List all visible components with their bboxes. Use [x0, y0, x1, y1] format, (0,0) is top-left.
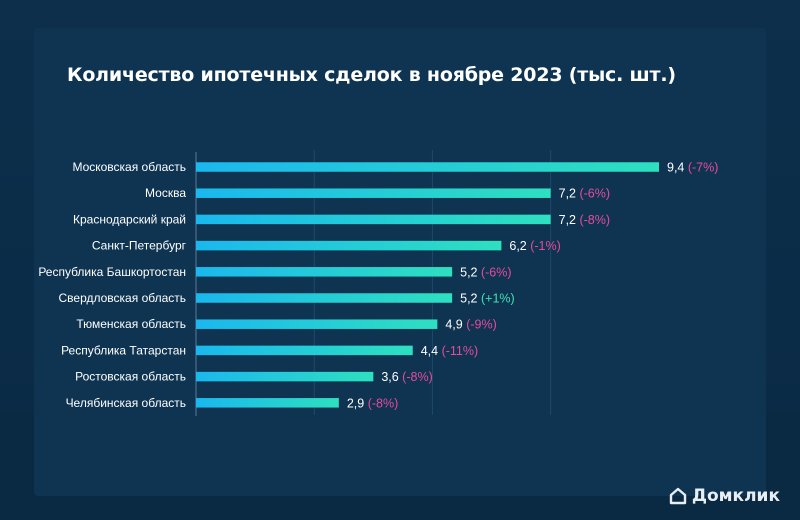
bar — [196, 162, 659, 172]
category-label: Краснодарский край — [73, 212, 186, 226]
change-label: (-11%) — [442, 344, 479, 358]
data-label: 5,2 (+1%) — [460, 292, 515, 306]
change-label: (-7%) — [688, 161, 719, 175]
bar — [196, 240, 502, 251]
change-label: (-8%) — [402, 370, 433, 384]
category-label: Санкт-Петербург — [92, 239, 187, 253]
change-label: (-8%) — [579, 213, 610, 227]
data-label: 7,2 (-8%) — [559, 213, 610, 227]
chart-title: Количество ипотечных сделок в ноябре 202… — [67, 64, 676, 86]
value-label: 3,6 — [381, 370, 402, 384]
bar — [196, 345, 413, 356]
category-label: Челябинская область — [66, 396, 186, 410]
data-label: 9,4 (-7%) — [667, 161, 718, 175]
chart-card — [34, 28, 766, 496]
value-label: 4,4 — [421, 344, 442, 358]
brand-logo: Домклик — [668, 486, 780, 506]
category-label: Ростовская область — [75, 370, 186, 384]
category-label: Тюменская область — [76, 317, 186, 331]
bar — [196, 214, 551, 225]
value-label: 7,2 — [559, 187, 580, 201]
bar — [196, 398, 339, 408]
value-label: 7,2 — [559, 213, 580, 227]
change-label: (-8%) — [368, 396, 399, 410]
bar — [196, 267, 453, 277]
brand-name: Домклик — [691, 486, 780, 506]
value-label: 6,2 — [509, 239, 530, 253]
change-label: (-9%) — [466, 318, 497, 332]
bar — [196, 319, 438, 329]
category-label: Республика Башкортостан — [38, 265, 186, 279]
bar — [196, 293, 453, 303]
bar — [196, 188, 551, 198]
data-label: 4,4 (-11%) — [421, 344, 478, 358]
change-label: (-6%) — [481, 265, 512, 279]
data-label: 2,9 (-8%) — [347, 396, 398, 410]
data-label: 3,6 (-8%) — [381, 370, 432, 384]
data-label: 4,9 (-9%) — [445, 318, 496, 332]
value-label: 4,9 — [445, 318, 466, 332]
house-icon — [669, 487, 687, 505]
category-label: Москва — [145, 186, 186, 200]
value-label: 2,9 — [347, 396, 368, 410]
data-label: 5,2 (-6%) — [460, 265, 511, 279]
value-label: 5,2 — [460, 292, 481, 306]
category-label: Свердловская область — [59, 291, 186, 305]
value-label: 9,4 — [667, 161, 688, 175]
change-label: (+1%) — [481, 292, 515, 306]
category-label: Республика Татарстан — [61, 343, 186, 357]
value-label: 5,2 — [460, 265, 481, 279]
category-label: Московская область — [72, 160, 186, 174]
data-label: 7,2 (-6%) — [559, 187, 610, 201]
bar — [196, 371, 374, 382]
change-label: (-6%) — [579, 187, 610, 201]
data-label: 6,2 (-1%) — [509, 239, 560, 253]
change-label: (-1%) — [530, 239, 561, 253]
